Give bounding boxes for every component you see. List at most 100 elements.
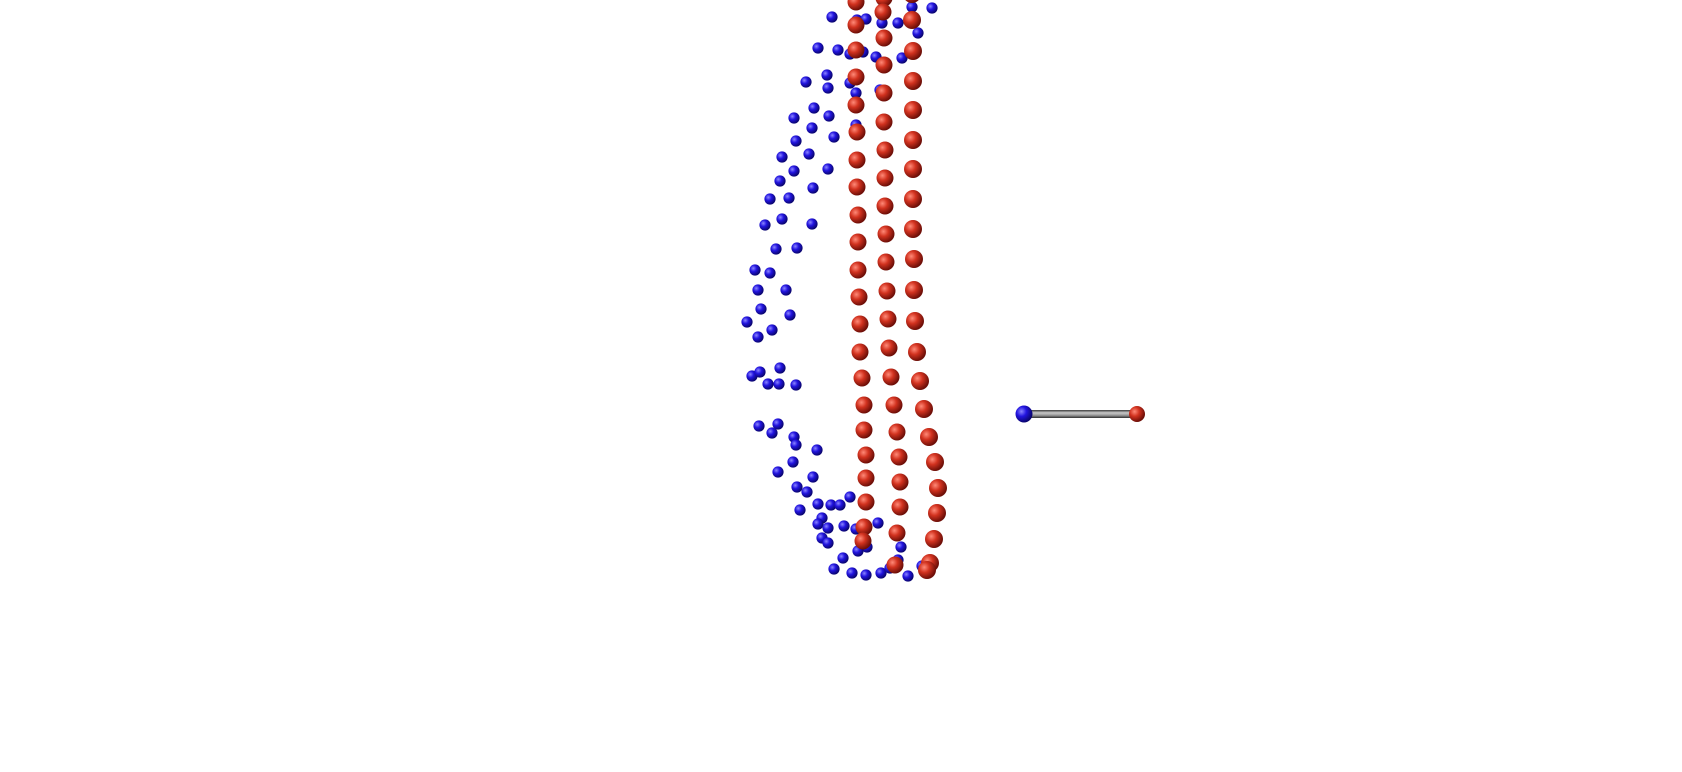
blue-atom <box>823 110 835 122</box>
red-atom <box>911 372 929 390</box>
red-atom <box>928 504 946 522</box>
blue-atom <box>832 44 844 56</box>
red-atom <box>925 530 943 548</box>
red-atom <box>857 493 875 511</box>
blue-atom <box>812 518 824 530</box>
red-atom <box>908 343 926 361</box>
red-atom <box>882 368 900 386</box>
red-atom <box>904 220 922 238</box>
red-atom <box>851 343 869 361</box>
red-atom <box>878 282 896 300</box>
red-atom <box>904 42 922 60</box>
blue-atom <box>896 52 908 64</box>
blue-atom <box>803 148 815 160</box>
red-atom <box>880 339 898 357</box>
red-atom <box>885 396 903 414</box>
blue-atom <box>822 522 834 534</box>
red-atom <box>849 261 867 279</box>
probe-molecule[interactable] <box>1015 405 1146 423</box>
red-atom <box>904 101 922 119</box>
blue-atom <box>790 439 802 451</box>
red-atom <box>891 498 909 516</box>
blue-atom <box>872 517 884 529</box>
blue-atom <box>766 427 778 439</box>
red-atom <box>857 446 875 464</box>
blue-atom <box>801 486 813 498</box>
red-atom <box>847 41 865 59</box>
red-atom <box>904 72 922 90</box>
red-atom <box>857 469 875 487</box>
blue-atom <box>838 520 850 532</box>
red-atom <box>876 141 894 159</box>
blue-atom <box>780 284 792 296</box>
blue-atom <box>822 163 834 175</box>
red-atom <box>847 16 865 34</box>
blue-atom <box>926 2 938 14</box>
red-atom <box>855 396 873 414</box>
blue-atom <box>822 537 834 549</box>
blue-atom <box>787 456 799 468</box>
blue-atom <box>912 27 924 39</box>
red-atom <box>918 561 936 579</box>
blue-atom <box>844 491 856 503</box>
red-atom <box>855 421 873 439</box>
blue-atom <box>764 193 776 205</box>
red-atom <box>848 151 866 169</box>
blue-atom <box>790 379 802 391</box>
red-atom <box>848 123 866 141</box>
blue-atom <box>902 570 914 582</box>
blue-atom <box>752 284 764 296</box>
red-atom <box>875 113 893 131</box>
blue-atom <box>749 264 761 276</box>
blue-atom <box>850 87 862 99</box>
blue-atom <box>755 303 767 315</box>
red-atom <box>850 288 868 306</box>
red-atom <box>903 11 921 29</box>
blue-atom <box>784 309 796 321</box>
red-atom <box>849 206 867 224</box>
blue-atom <box>807 471 819 483</box>
blue-atom <box>875 567 887 579</box>
red-atom <box>848 178 866 196</box>
blue-atom <box>806 218 818 230</box>
red-atom <box>877 253 895 271</box>
blue-atom <box>828 563 840 575</box>
red-atom <box>847 0 865 11</box>
red-atom <box>847 96 865 114</box>
red-atom <box>874 3 892 21</box>
red-atom <box>875 56 893 74</box>
blue-atom <box>808 102 820 114</box>
red-atom <box>879 310 897 328</box>
red-atom <box>875 29 893 47</box>
red-atom <box>876 169 894 187</box>
blue-atom <box>791 481 803 493</box>
blue-atom-layer <box>741 0 938 582</box>
red-atom <box>915 400 933 418</box>
blue-atom <box>762 378 774 390</box>
blue-atom <box>770 243 782 255</box>
blue-atom <box>825 499 837 511</box>
blue-atom <box>834 499 846 511</box>
probe-red-atom <box>1129 406 1145 422</box>
red-atom <box>904 190 922 208</box>
blue-atom <box>790 135 802 147</box>
red-atom <box>847 68 865 86</box>
red-atom <box>888 524 906 542</box>
blue-atom <box>828 131 840 143</box>
blue-atom <box>837 552 849 564</box>
blue-atom <box>772 418 784 430</box>
blue-atom <box>776 151 788 163</box>
blue-atom <box>752 331 764 343</box>
blue-atom <box>822 82 834 94</box>
red-atom <box>854 532 872 550</box>
blue-atom <box>895 541 907 553</box>
blue-atom <box>783 192 795 204</box>
blue-atom <box>759 219 771 231</box>
blue-atom <box>806 122 818 134</box>
red-atom <box>877 225 895 243</box>
red-atom <box>855 518 873 536</box>
red-atom-layer <box>847 0 947 579</box>
red-atom <box>890 448 908 466</box>
